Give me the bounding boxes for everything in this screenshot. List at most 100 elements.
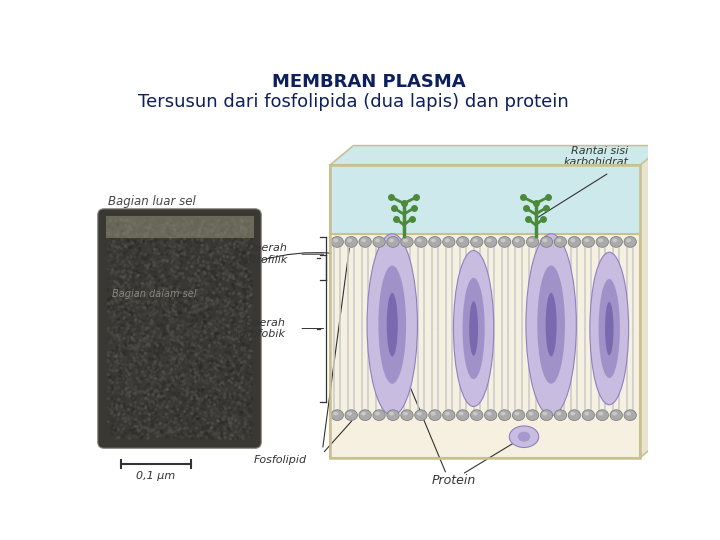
Bar <box>330 165 640 457</box>
Ellipse shape <box>509 426 539 448</box>
Ellipse shape <box>387 293 397 356</box>
Ellipse shape <box>487 411 492 415</box>
Ellipse shape <box>415 410 427 421</box>
Ellipse shape <box>387 237 399 247</box>
Ellipse shape <box>345 410 357 421</box>
Ellipse shape <box>443 237 455 247</box>
Ellipse shape <box>526 234 576 416</box>
Ellipse shape <box>515 239 520 242</box>
Text: MEMBRAN PLASMA: MEMBRAN PLASMA <box>272 73 466 91</box>
Ellipse shape <box>387 410 399 421</box>
Ellipse shape <box>428 410 441 421</box>
Ellipse shape <box>403 239 408 242</box>
Ellipse shape <box>610 410 622 421</box>
Ellipse shape <box>471 237 483 247</box>
FancyBboxPatch shape <box>98 209 261 448</box>
Ellipse shape <box>485 410 497 421</box>
Text: 0,1 μm: 0,1 μm <box>136 471 176 481</box>
Ellipse shape <box>500 239 505 242</box>
Ellipse shape <box>487 239 492 242</box>
Ellipse shape <box>624 410 636 421</box>
Ellipse shape <box>375 239 380 242</box>
Ellipse shape <box>626 411 631 415</box>
Ellipse shape <box>333 411 338 415</box>
Ellipse shape <box>570 411 575 415</box>
Ellipse shape <box>347 239 352 242</box>
Bar <box>330 165 640 457</box>
Ellipse shape <box>379 266 406 384</box>
Ellipse shape <box>596 237 608 247</box>
Text: Daerah
hidrofobik: Daerah hidrofobik <box>229 318 285 339</box>
Ellipse shape <box>582 237 595 247</box>
Text: Fosfolipid: Fosfolipid <box>254 455 307 465</box>
Text: karbohidrat: karbohidrat <box>564 157 629 167</box>
Bar <box>330 165 640 234</box>
Ellipse shape <box>598 411 603 415</box>
Ellipse shape <box>417 239 422 242</box>
Ellipse shape <box>542 239 547 242</box>
Ellipse shape <box>375 411 380 415</box>
Ellipse shape <box>359 410 372 421</box>
Ellipse shape <box>367 234 418 416</box>
Ellipse shape <box>568 410 580 421</box>
Ellipse shape <box>513 410 525 421</box>
Ellipse shape <box>554 237 567 247</box>
Ellipse shape <box>389 239 394 242</box>
Ellipse shape <box>498 410 510 421</box>
Ellipse shape <box>459 411 464 415</box>
Ellipse shape <box>546 293 557 356</box>
Ellipse shape <box>585 411 589 415</box>
Ellipse shape <box>331 410 343 421</box>
Ellipse shape <box>445 239 450 242</box>
Ellipse shape <box>459 239 464 242</box>
Ellipse shape <box>540 237 553 247</box>
Ellipse shape <box>471 410 483 421</box>
Text: Protein: Protein <box>432 474 477 487</box>
Ellipse shape <box>428 237 441 247</box>
Ellipse shape <box>624 237 636 247</box>
Text: Bagian luar sel: Bagian luar sel <box>108 194 196 207</box>
Ellipse shape <box>612 411 617 415</box>
Ellipse shape <box>528 239 534 242</box>
Ellipse shape <box>570 239 575 242</box>
Ellipse shape <box>389 411 394 415</box>
Ellipse shape <box>373 410 385 421</box>
Ellipse shape <box>585 239 589 242</box>
Ellipse shape <box>373 237 385 247</box>
Ellipse shape <box>445 411 450 415</box>
Ellipse shape <box>568 237 580 247</box>
Ellipse shape <box>605 302 613 355</box>
Ellipse shape <box>485 237 497 247</box>
Ellipse shape <box>456 237 469 247</box>
Ellipse shape <box>431 411 436 415</box>
Ellipse shape <box>417 411 422 415</box>
Ellipse shape <box>626 239 631 242</box>
Ellipse shape <box>359 237 372 247</box>
Ellipse shape <box>612 239 617 242</box>
Ellipse shape <box>518 431 530 442</box>
Ellipse shape <box>331 237 343 247</box>
Ellipse shape <box>333 239 338 242</box>
Ellipse shape <box>526 237 539 247</box>
Ellipse shape <box>431 239 436 242</box>
Ellipse shape <box>554 410 567 421</box>
Ellipse shape <box>598 279 620 378</box>
Ellipse shape <box>540 410 553 421</box>
Ellipse shape <box>515 411 520 415</box>
Text: Rantai sisi: Rantai sisi <box>572 146 629 156</box>
Ellipse shape <box>526 410 539 421</box>
Ellipse shape <box>537 266 565 384</box>
Ellipse shape <box>415 237 427 247</box>
Ellipse shape <box>462 278 485 379</box>
Ellipse shape <box>500 411 505 415</box>
Ellipse shape <box>347 411 352 415</box>
Ellipse shape <box>513 237 525 247</box>
Ellipse shape <box>473 411 477 415</box>
Bar <box>106 217 253 238</box>
Ellipse shape <box>590 252 629 405</box>
Ellipse shape <box>596 410 608 421</box>
Ellipse shape <box>528 411 534 415</box>
Text: Bagian dalam sel: Bagian dalam sel <box>112 289 196 300</box>
Ellipse shape <box>454 251 494 407</box>
Ellipse shape <box>598 239 603 242</box>
